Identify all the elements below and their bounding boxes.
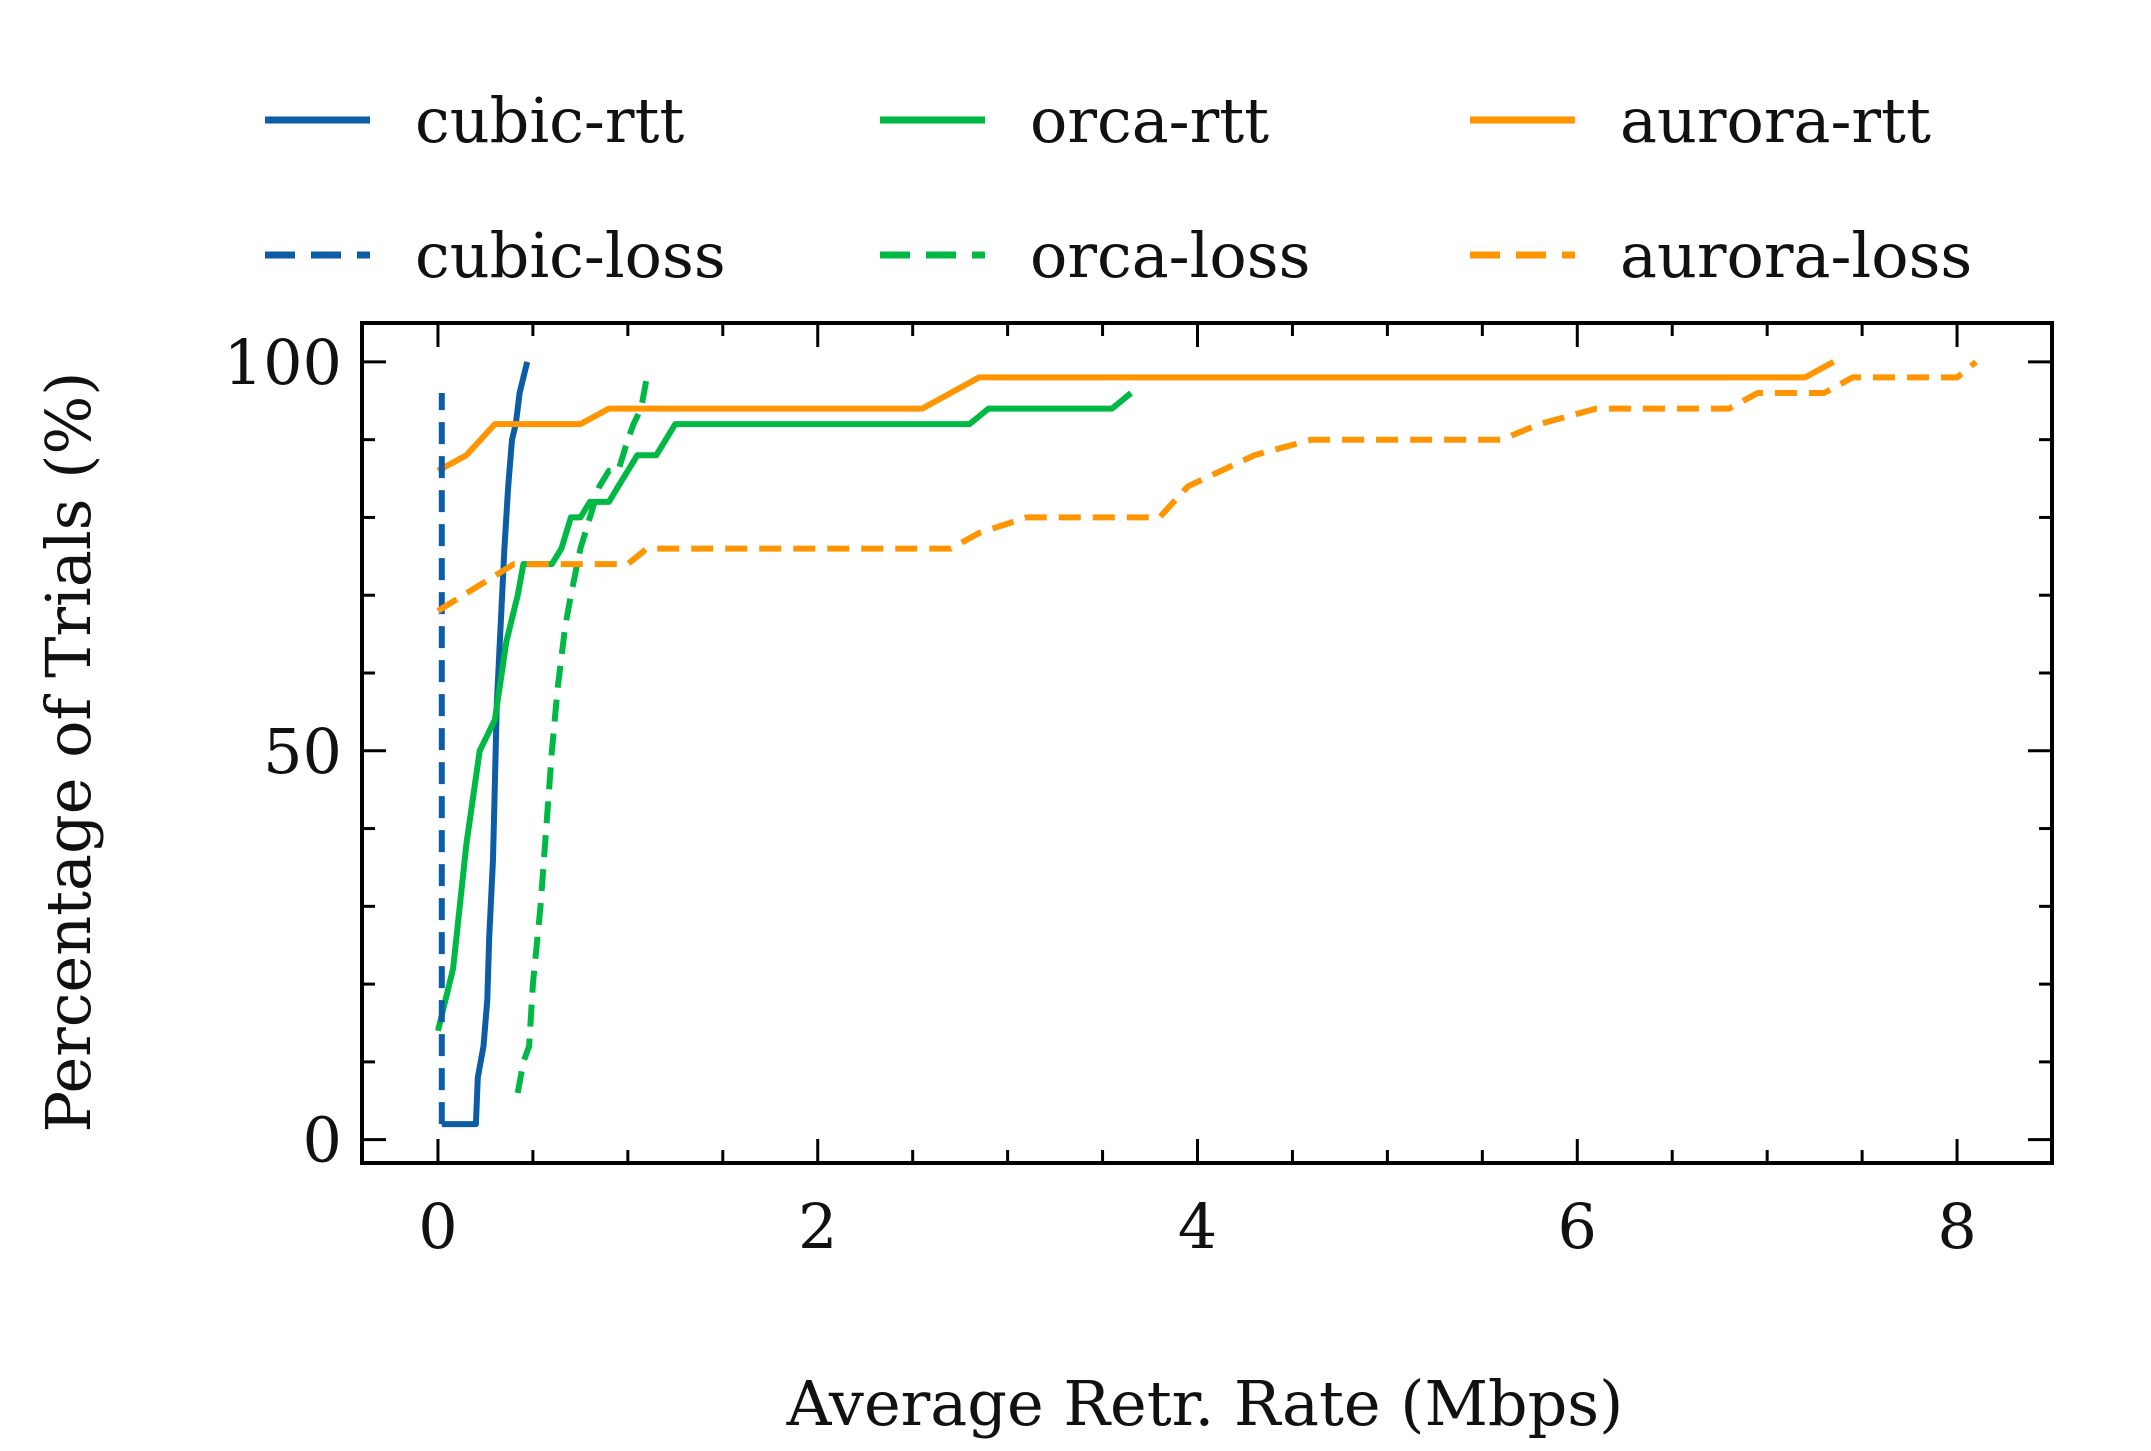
legend-item-aurora-rtt: aurora-rtt xyxy=(1470,84,1931,157)
x-tick-label: 2 xyxy=(798,1190,837,1263)
legend-item-cubic-rtt: cubic-rtt xyxy=(265,84,684,157)
series-line-aurora-rtt xyxy=(436,359,1836,474)
legend-item-orca-loss: orca-loss xyxy=(880,219,1310,292)
series-line-orca-loss xyxy=(514,376,650,1094)
y-tick-label: 0 xyxy=(303,1104,342,1177)
x-tick-label: 4 xyxy=(1178,1190,1217,1263)
series-line-orca-rtt xyxy=(435,390,1133,1032)
x-tick-label: 6 xyxy=(1558,1190,1597,1263)
plot-frame xyxy=(360,321,2054,1165)
series-group xyxy=(435,359,1978,1128)
legend-item-cubic-loss: cubic-loss xyxy=(265,219,726,292)
axes: 0 2 4 6 8 0 50 100 xyxy=(224,321,2054,1263)
legend-item-aurora-loss: aurora-loss xyxy=(1470,219,1972,292)
legend-label-aurora-loss: aurora-loss xyxy=(1620,219,1972,292)
legend: cubic-rtt orca-rtt aurora-rtt cubic-loss orc… xyxy=(265,84,1972,292)
legend-item-orca-rtt: orca-rtt xyxy=(880,84,1269,157)
x-tick-label: 8 xyxy=(1937,1190,1976,1263)
x-axis-title: Average Retr. Rate (Mbps) xyxy=(786,1367,1624,1440)
y-tick-label: 100 xyxy=(224,326,342,399)
legend-label-aurora-rtt: aurora-rtt xyxy=(1620,84,1931,157)
legend-label-orca-rtt: orca-rtt xyxy=(1030,84,1269,157)
legend-label-cubic-rtt: cubic-rtt xyxy=(415,84,684,157)
legend-label-orca-loss: orca-loss xyxy=(1030,219,1310,292)
y-tick-label: 50 xyxy=(263,715,342,788)
plot-area xyxy=(435,359,1978,1128)
y-axis-title: Percentage of Trials (%) xyxy=(32,372,105,1133)
x-tick-label: 0 xyxy=(418,1190,457,1263)
legend-label-cubic-loss: cubic-loss xyxy=(415,219,726,292)
series-line-aurora-loss xyxy=(436,359,1978,614)
